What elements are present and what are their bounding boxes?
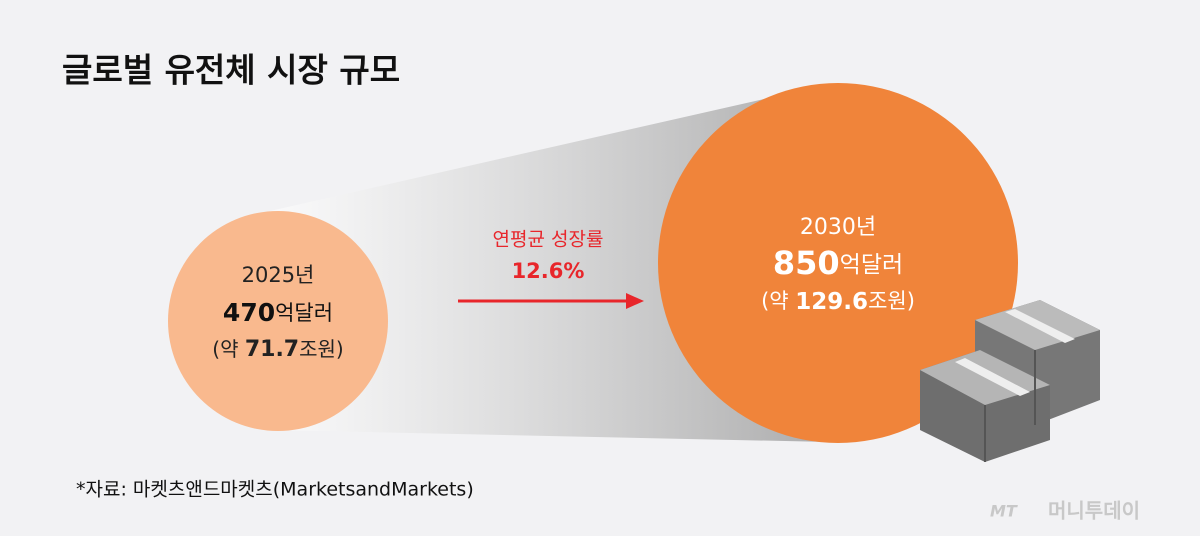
left-krw-prefix: (약 <box>212 337 238 361</box>
right-unit: 억달러 <box>840 252 903 278</box>
logo-mark: MT <box>990 502 1018 521</box>
right-krw-suffix: 조원) <box>868 289 915 313</box>
growth-rate: 12.6% <box>512 259 585 283</box>
title: 글로벌 유전체 시장 규모 <box>62 51 400 90</box>
left-year: 2025년 <box>242 263 315 287</box>
circle-2030 <box>658 83 1018 443</box>
right-krw-prefix: (약 <box>761 289 789 313</box>
circle-2025 <box>168 211 388 431</box>
logo-name: 머니투데이 <box>1048 499 1140 523</box>
right-amount-line: 850억달러 <box>773 244 903 282</box>
left-amount: 470 <box>223 298 275 327</box>
source: *자료: 마켓츠앤드마켓츠(MarketsandMarkets) <box>76 479 474 501</box>
right-year: 2030년 <box>800 215 876 240</box>
left-krw-line: (약 71.7조원) <box>212 337 343 363</box>
right-amount: 850 <box>773 244 840 282</box>
right-krw-amount: 129.6 <box>795 289 868 315</box>
left-unit: 억달러 <box>275 301 333 325</box>
left-krw-suffix: 조원) <box>299 337 344 361</box>
right-krw-line: (약 129.6조원) <box>761 289 915 315</box>
arrow-head <box>626 293 644 309</box>
growth-label: 연평균 성장률 <box>493 229 604 251</box>
left-krw-amount: 71.7 <box>245 337 299 362</box>
left-amount-line: 470억달러 <box>223 298 333 327</box>
money-stack <box>920 300 1100 462</box>
